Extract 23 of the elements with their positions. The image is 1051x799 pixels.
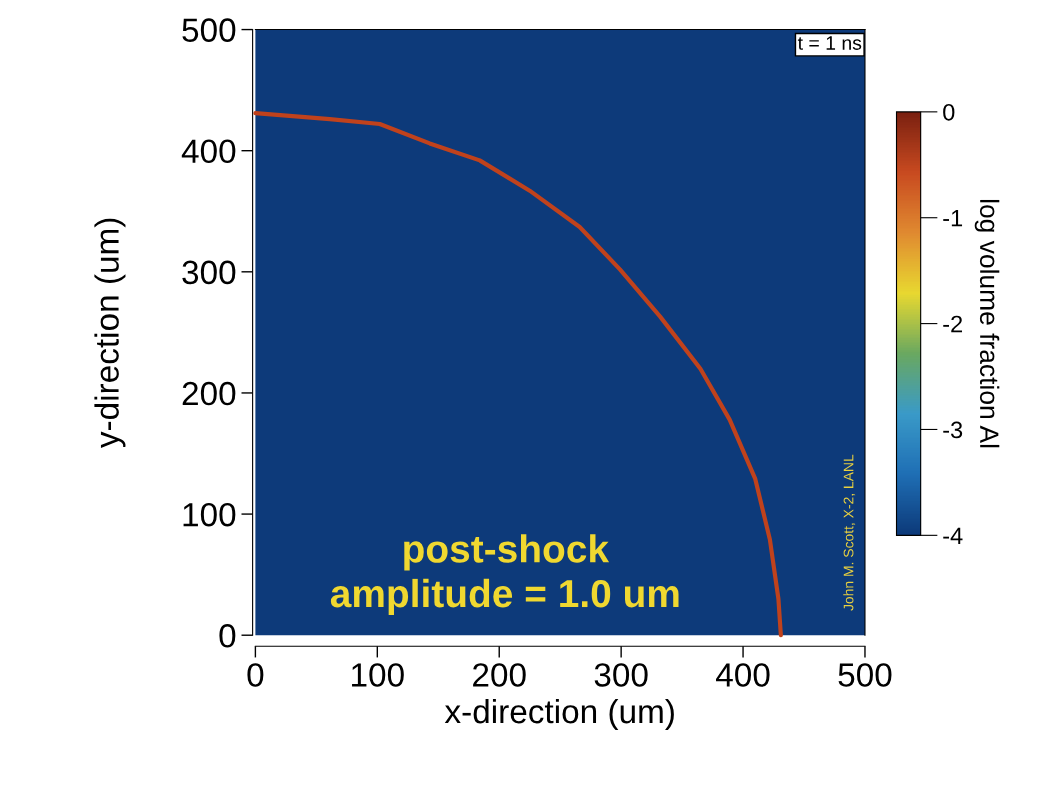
x-tick-label: 500	[838, 663, 892, 687]
x-axis-title: x-direction (um)	[444, 698, 674, 730]
annotation: post-shock amplitude = 1.0 um	[330, 534, 679, 616]
x-tick-label: 200	[473, 663, 526, 687]
x-tick-label: 0	[247, 663, 264, 687]
y-tick-label: 100	[183, 502, 236, 527]
x-tick-label: 300	[594, 663, 648, 687]
color-bar-title: log volume fraction Al	[974, 199, 1000, 448]
color-bar-label: -2	[943, 315, 963, 333]
x-tick-label: 400	[716, 663, 770, 687]
x-tick-label: 100	[352, 663, 404, 687]
annotation: John M. Scott, X-2, LANL	[843, 454, 856, 611]
color-bar-label: -3	[943, 421, 963, 439]
annotation: t = 1 ns	[797, 36, 862, 50]
y-tick-label: 300	[182, 260, 236, 285]
y-tick-label: 0	[219, 624, 236, 648]
y-tick-label: 400	[181, 139, 236, 164]
y-tick-label: 500	[182, 18, 236, 42]
y-tick-label: 200	[182, 381, 236, 406]
color-bar-label: -4	[943, 527, 963, 544]
y-axis-title: y-direction (um)	[94, 218, 126, 449]
color-bar-label: -1	[943, 210, 963, 227]
color-bar-label: 0	[943, 103, 955, 121]
